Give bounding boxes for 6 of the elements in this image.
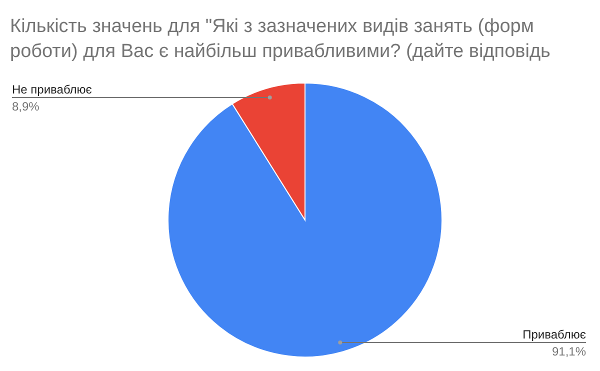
slice-label: Не приваблює: [12, 82, 92, 97]
chart-title: Кількість значень для "Які з зазначених видів занять (форм роботи) для Вас є найбільш привабливими? (дайте відповідь: [9, 15, 552, 64]
data-label: 8,9%: [12, 100, 40, 114]
pie-slice: [168, 82, 442, 358]
data-label: 91,1%: [552, 344, 586, 358]
slice-label: Приваблює: [522, 327, 586, 342]
